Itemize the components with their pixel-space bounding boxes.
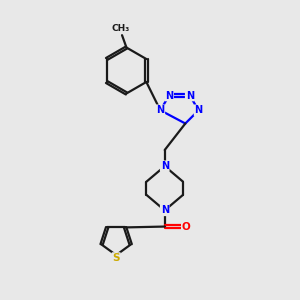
Text: CH₃: CH₃ <box>111 24 130 33</box>
Text: S: S <box>112 253 120 263</box>
Text: O: O <box>182 222 190 232</box>
Text: N: N <box>194 105 202 115</box>
Text: N: N <box>161 206 169 215</box>
Text: N: N <box>161 161 169 171</box>
Text: N: N <box>165 91 173 100</box>
Text: N: N <box>186 91 194 100</box>
Text: N: N <box>156 105 164 115</box>
